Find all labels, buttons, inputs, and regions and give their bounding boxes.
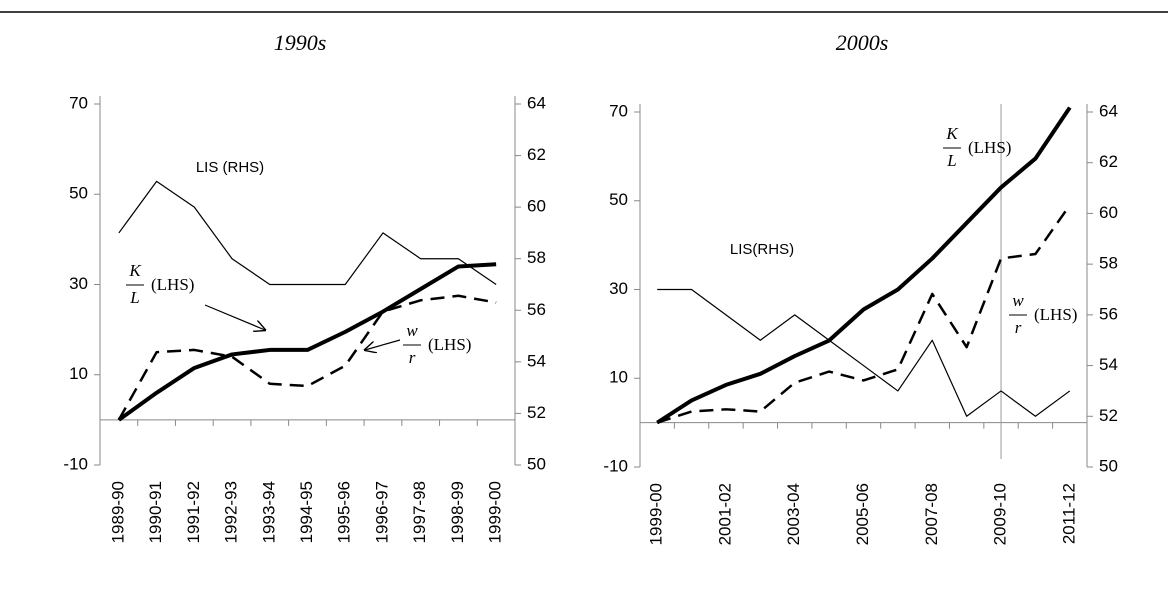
x-tick-label: 2009-10 bbox=[991, 483, 1010, 545]
y2-tick-label: 60 bbox=[527, 197, 546, 216]
annotation-text: LIS (RHS) bbox=[196, 159, 264, 176]
series-line bbox=[117, 294, 497, 421]
y-tick-label: 10 bbox=[609, 368, 628, 387]
annotation-numerator: w bbox=[406, 321, 418, 340]
x-tick-label: 1998-99 bbox=[448, 481, 467, 543]
y-tick-label: 70 bbox=[69, 93, 88, 112]
y2-tick-label: 64 bbox=[1099, 101, 1118, 120]
annotation-denominator: L bbox=[129, 288, 139, 307]
x-tick-label: 2003-04 bbox=[784, 483, 803, 545]
y-tick-label: -10 bbox=[603, 456, 628, 475]
y2-tick-label: 52 bbox=[527, 403, 546, 422]
annotation-text: (LHS) bbox=[428, 335, 471, 354]
annotation-denominator: r bbox=[409, 348, 416, 367]
y2-tick-label: 64 bbox=[527, 93, 546, 112]
y2-tick-label: 52 bbox=[1099, 406, 1118, 425]
x-tick-label: 2005-06 bbox=[853, 483, 872, 545]
y2-tick-label: 62 bbox=[1099, 152, 1118, 171]
arrow bbox=[365, 339, 401, 350]
annotation-text: (LHS) bbox=[968, 138, 1011, 157]
x-tick-label: 1989-90 bbox=[108, 481, 127, 543]
x-tick-label: 1993-94 bbox=[259, 481, 278, 543]
y2-tick-label: 50 bbox=[527, 454, 546, 473]
y2-tick-label: 56 bbox=[527, 300, 546, 319]
x-tick-label: 1997-98 bbox=[410, 481, 429, 543]
annotation-numerator: w bbox=[1012, 291, 1024, 310]
panel-title: 1990s bbox=[274, 30, 327, 55]
x-tick-label: 1991-92 bbox=[184, 481, 203, 543]
x-tick-label: 1994-95 bbox=[297, 481, 316, 543]
series-line bbox=[117, 262, 497, 422]
x-tick-label: 2011-12 bbox=[1059, 483, 1078, 544]
x-tick-label: 1996-97 bbox=[372, 481, 391, 543]
y-tick-label: -10 bbox=[63, 454, 88, 473]
annotation-denominator: r bbox=[1015, 318, 1022, 337]
y2-tick-label: 50 bbox=[1099, 456, 1118, 475]
annotation-text: (LHS) bbox=[151, 275, 194, 294]
annotation-denominator: L bbox=[946, 151, 956, 170]
y-tick-label: 30 bbox=[609, 279, 628, 298]
x-tick-label: 2001-02 bbox=[715, 483, 734, 545]
x-tick-label: 1999-00 bbox=[647, 483, 666, 545]
arrow bbox=[204, 304, 265, 330]
y-tick-label: 50 bbox=[609, 190, 628, 209]
series-line bbox=[656, 106, 1072, 425]
x-tick-label: 1995-96 bbox=[335, 481, 354, 543]
series-line bbox=[118, 180, 497, 286]
y2-tick-label: 58 bbox=[1099, 254, 1118, 273]
x-tick-label: 2007-08 bbox=[922, 483, 941, 545]
y-tick-label: 70 bbox=[609, 101, 628, 120]
annotation-numerator: K bbox=[945, 124, 959, 143]
series-line bbox=[656, 204, 1071, 424]
y2-tick-label: 62 bbox=[527, 145, 546, 164]
y-tick-label: 50 bbox=[69, 184, 88, 203]
panel-title: 2000s bbox=[836, 30, 889, 55]
y2-tick-label: 56 bbox=[1099, 304, 1118, 323]
x-tick-label: 1990-91 bbox=[146, 481, 165, 543]
series-line bbox=[657, 288, 1071, 417]
annotation-text: (LHS) bbox=[1034, 305, 1077, 324]
x-tick-label: 1999-00 bbox=[486, 481, 505, 543]
y-tick-label: 30 bbox=[69, 274, 88, 293]
y2-tick-label: 54 bbox=[527, 351, 546, 370]
annotation-text: LIS(RHS) bbox=[730, 241, 794, 258]
y2-tick-label: 54 bbox=[1099, 355, 1118, 374]
annotation-numerator: K bbox=[128, 261, 142, 280]
y-tick-label: 10 bbox=[69, 364, 88, 383]
x-tick-label: 1992-93 bbox=[222, 481, 241, 543]
y2-tick-label: 58 bbox=[527, 248, 546, 267]
y2-tick-label: 60 bbox=[1099, 203, 1118, 222]
